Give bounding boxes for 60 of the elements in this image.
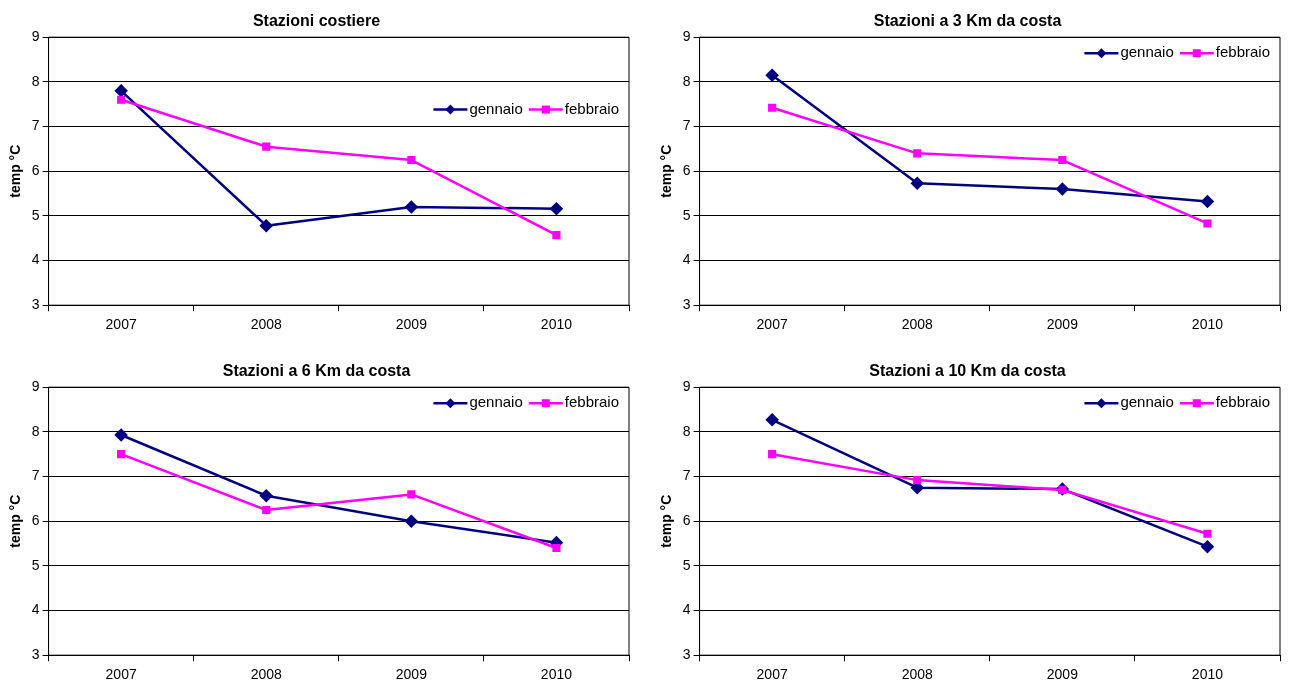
x-tick-label: 2007 xyxy=(105,666,137,683)
chart-title: Stazioni a 10 Km da costa xyxy=(869,362,1066,380)
legend-label: febbraio xyxy=(564,393,620,411)
y-tick-label: 9 xyxy=(682,378,691,395)
y-tick-label: 5 xyxy=(682,556,691,573)
x-tick-label: 2008 xyxy=(250,316,283,333)
chart-title: Stazioni a 6 Km da costa xyxy=(222,362,411,380)
y-tick-label: 5 xyxy=(31,556,40,573)
y-tick-label: 6 xyxy=(31,162,40,179)
legend-label: febbraio xyxy=(1215,393,1271,411)
y-tick-label: 7 xyxy=(31,467,40,484)
x-tick-label: 2008 xyxy=(250,666,283,683)
y-tick-label: 9 xyxy=(31,378,40,395)
y-axis-title: temp °C xyxy=(658,494,675,548)
legend-label: febbraio xyxy=(564,99,620,117)
legend-label: gennaio xyxy=(1120,43,1174,61)
x-tick-label: 2010 xyxy=(540,666,573,683)
y-tick-label: 9 xyxy=(31,28,40,45)
y-tick-label: 3 xyxy=(31,296,40,313)
y-axis-title: temp °C xyxy=(658,144,675,198)
legend-label: febbraio xyxy=(1215,43,1271,61)
y-tick-label: 7 xyxy=(682,117,691,134)
y-tick-label: 8 xyxy=(31,72,40,89)
legend-label: gennaio xyxy=(469,99,523,117)
x-tick-label: 2008 xyxy=(901,316,934,333)
chart-title: Stazioni costiere xyxy=(252,12,381,30)
y-tick-label: 4 xyxy=(31,251,40,268)
y-tick-label: 8 xyxy=(682,422,691,439)
x-tick-label: 2010 xyxy=(1191,666,1224,683)
x-tick-label: 2009 xyxy=(395,666,428,683)
y-axis-title: temp °C xyxy=(7,144,24,198)
legend-label: gennaio xyxy=(469,393,523,411)
y-tick-label: 9 xyxy=(682,28,691,45)
x-tick-label: 2009 xyxy=(395,316,428,333)
y-tick-label: 4 xyxy=(682,251,691,268)
legend-label: gennaio xyxy=(1120,393,1174,411)
y-tick-label: 4 xyxy=(31,601,40,618)
y-tick-label: 4 xyxy=(682,601,691,618)
y-tick-label: 3 xyxy=(31,646,40,663)
x-tick-label: 2008 xyxy=(901,666,934,683)
y-tick-label: 7 xyxy=(682,467,691,484)
chart-title: Stazioni a 3 Km da costa xyxy=(873,12,1062,30)
x-tick-label: 2007 xyxy=(756,666,788,683)
x-tick-label: 2010 xyxy=(540,316,573,333)
x-tick-label: 2009 xyxy=(1046,666,1079,683)
y-tick-label: 5 xyxy=(31,206,40,223)
y-tick-label: 8 xyxy=(682,72,691,89)
y-tick-label: 6 xyxy=(682,162,691,179)
y-tick-label: 6 xyxy=(31,512,40,529)
y-axis-title: temp °C xyxy=(7,494,24,548)
x-tick-label: 2010 xyxy=(1191,316,1224,333)
y-tick-label: 8 xyxy=(31,422,40,439)
y-tick-label: 6 xyxy=(682,512,691,529)
x-tick-label: 2009 xyxy=(1046,316,1079,333)
x-tick-label: 2007 xyxy=(105,316,137,333)
y-tick-label: 5 xyxy=(682,206,691,223)
y-tick-label: 3 xyxy=(682,646,691,663)
y-tick-label: 7 xyxy=(31,117,40,134)
y-tick-label: 3 xyxy=(682,296,691,313)
x-tick-label: 2007 xyxy=(756,316,788,333)
